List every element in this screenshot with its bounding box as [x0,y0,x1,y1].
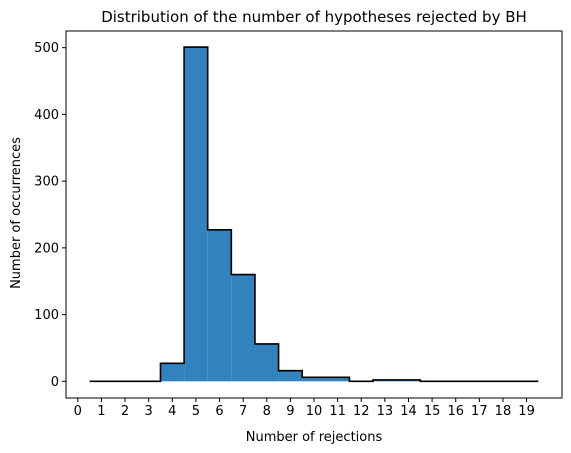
x-tick-label: 1 [97,404,105,419]
x-tick-label: 14 [400,404,417,419]
histogram-bar [160,363,185,382]
x-tick-label: 10 [306,404,323,419]
histogram-bar [325,377,350,382]
y-tick-label: 100 [34,308,59,323]
histogram-bar [302,377,326,382]
x-tick-label: 15 [424,404,441,419]
y-tick-label: 400 [34,108,59,123]
x-tick-label: 9 [286,404,294,419]
histogram-bar [184,47,208,382]
x-tick-label: 12 [353,404,370,419]
y-axis-label: Number of occurrences [9,137,24,289]
x-tick-label: 8 [263,404,271,419]
axes: 0 1 2 3 4 5 6 7 8 9 10 11 12 13 14 15 16 17 18 190100200300… [34,30,563,419]
x-tick-label: 13 [377,404,394,419]
y-tick-label: 0 [51,375,59,390]
y-tick-label: 300 [34,175,59,190]
chart-title: Distribution of the number of hypotheses… [101,8,527,26]
y-tick-label: 500 [34,41,59,56]
histogram-bar [278,370,303,382]
histogram-outline [89,46,539,383]
x-tick-label: 2 [121,404,129,419]
y-tick-label: 200 [34,241,59,256]
histogram-bar [254,343,279,382]
x-tick-label: 11 [329,404,346,419]
x-tick-label: 19 [518,404,535,419]
histogram-bar [207,229,232,382]
axes-frame [65,30,563,399]
x-tick-label: 17 [471,404,488,419]
x-tick-label: 4 [168,404,176,419]
histogram-bar [231,274,255,382]
x-tick-label: 6 [215,404,223,419]
x-tick-label: 18 [495,404,512,419]
x-axis-label: Number of rejections [246,430,383,445]
plot-area [89,46,539,383]
x-tick-label: 16 [447,404,464,419]
x-tick-label: 3 [145,404,153,419]
x-tick-label: 7 [239,404,247,419]
x-tick-label: 5 [192,404,200,419]
x-tick-label: 0 [74,404,82,419]
